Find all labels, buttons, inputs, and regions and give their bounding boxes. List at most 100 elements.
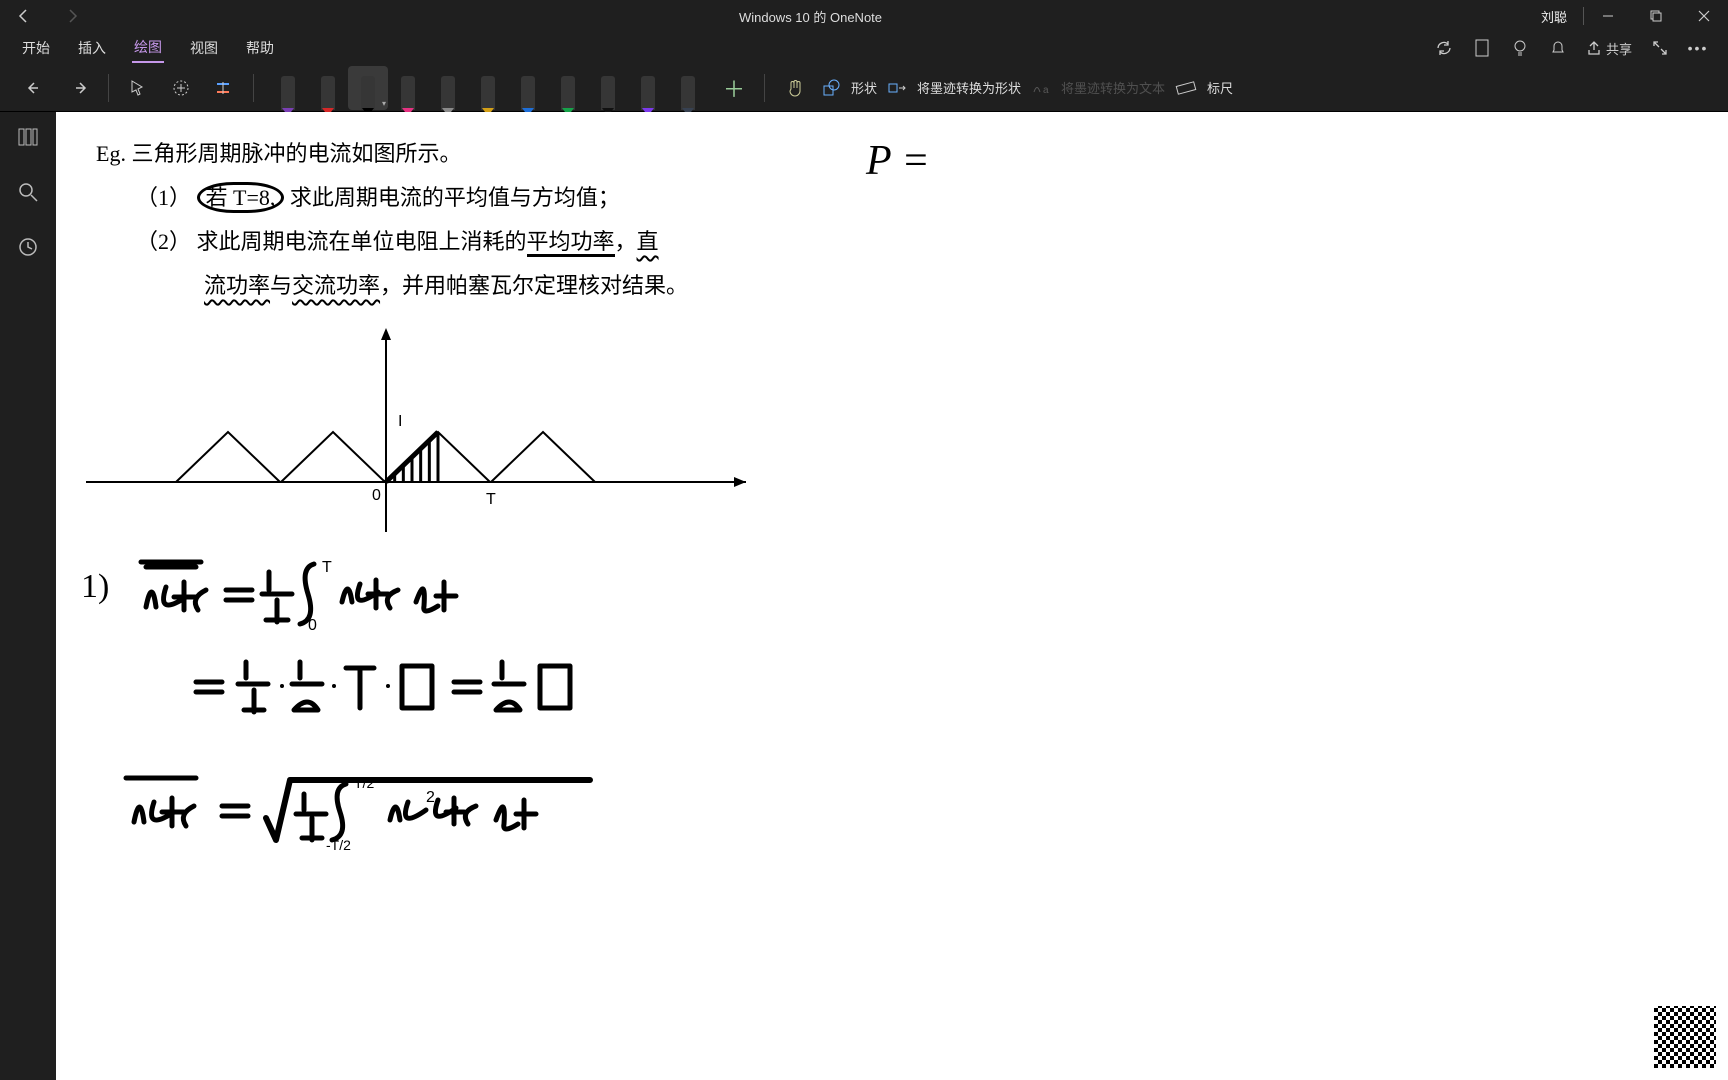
user-name[interactable]: 刘聪 (1525, 7, 1583, 26)
touch-draw-button[interactable] (779, 72, 811, 104)
pen-7[interactable] (548, 66, 588, 110)
svg-text:0: 0 (308, 617, 317, 634)
svg-text:1): 1) (81, 568, 109, 605)
toolbar-sep-2 (253, 74, 254, 102)
bell-icon[interactable] (1548, 38, 1568, 58)
arrow-left-icon (16, 8, 32, 24)
lightbulb-icon[interactable] (1510, 38, 1530, 58)
pen-5[interactable] (468, 66, 508, 110)
note-canvas[interactable]: Eg. 三角形周期脉冲的电流如图所示。 （1） 若 T=8, 求此周期电流的平均… (56, 112, 1728, 1080)
pen-10[interactable] (668, 66, 708, 110)
close-button[interactable] (1680, 0, 1728, 32)
close-icon (1698, 10, 1710, 22)
notebooks-icon (17, 126, 39, 148)
forward-button[interactable] (48, 0, 96, 32)
prob-l2b: ， (615, 229, 637, 254)
shapes-icon (821, 78, 841, 98)
problem-head: Eg. 三角形周期脉冲的电流如图所示。 (96, 132, 688, 176)
toolbar-sep-1 (108, 74, 109, 102)
pen-tray: ▾ (268, 66, 708, 110)
back-button[interactable] (0, 0, 48, 32)
minimize-icon (1602, 10, 1614, 22)
svg-text:0: 0 (372, 487, 381, 504)
menu-bar: 开始 插入 绘图 视图 帮助 共享 ••• (0, 32, 1728, 64)
prob-l1b: 求此周期电流的平均值与方均值； (290, 185, 620, 210)
eraser-icon (213, 78, 233, 98)
shapes-label: 形状 (851, 78, 877, 97)
shapes-button[interactable]: 形状 (821, 72, 877, 104)
prob-l2-u1: 平均功率 (527, 229, 615, 257)
svg-text:I: I (398, 413, 402, 430)
triangle-wave-diagram: 0 I T (66, 312, 786, 552)
svg-text:T: T (322, 559, 332, 576)
hand-icon (785, 77, 805, 99)
pen-1[interactable] (308, 66, 348, 110)
ruler-label: 标尺 (1207, 78, 1233, 97)
svg-text:T: T (486, 491, 496, 508)
svg-text:a: a (1043, 85, 1049, 96)
problem-text: Eg. 三角形周期脉冲的电流如图所示。 （1） 若 T=8, 求此周期电流的平均… (96, 132, 688, 308)
redo-button[interactable] (62, 72, 94, 104)
prob-l3-u2: 交流功率 (292, 273, 380, 298)
svg-text:2: 2 (426, 789, 435, 806)
prob-l3-mid: 与 (270, 273, 292, 298)
ink-to-shape-button[interactable]: 将墨迹转换为形状 (887, 72, 1021, 104)
ink-to-shape-icon (887, 78, 907, 98)
app-window: Windows 10 的 OneNote 刘聪 开始 插入 绘图 视图 帮助 共… (0, 0, 1728, 1080)
prob-l3-u1: 流功率 (204, 273, 270, 298)
search-icon (17, 181, 39, 203)
qr-code-watermark (1650, 1002, 1720, 1072)
lasso-icon (129, 78, 149, 98)
menu-draw[interactable]: 绘图 (132, 33, 164, 63)
sync-icon[interactable] (1434, 38, 1454, 58)
pen-2[interactable]: ▾ (348, 66, 388, 110)
svg-text:-T/2: -T/2 (326, 837, 351, 853)
share-label: 共享 (1606, 39, 1632, 58)
p-equals-ink: P = (866, 137, 930, 185)
undo-button[interactable] (20, 72, 52, 104)
share-icon (1586, 40, 1602, 56)
recent-button[interactable] (17, 236, 39, 263)
ruler-icon (1175, 78, 1197, 98)
notebooks-button[interactable] (17, 126, 39, 153)
minimize-button[interactable] (1584, 0, 1632, 32)
menu-home[interactable]: 开始 (20, 34, 52, 62)
equations-ink: 1) T 0 (66, 542, 706, 862)
menu-insert[interactable]: 插入 (76, 34, 108, 62)
svg-text:T/2: T/2 (354, 775, 374, 791)
search-button[interactable] (17, 181, 39, 208)
toolbar-sep-3 (764, 74, 765, 102)
ink-to-text-label: 将墨迹转换为文本 (1061, 78, 1165, 97)
ink-to-shape-label: 将墨迹转换为形状 (917, 78, 1021, 97)
prob-l3-tail: ，并用帕塞瓦尔定理核对结果。 (380, 273, 688, 298)
eraser-button[interactable] (207, 72, 239, 104)
lasso-select-button[interactable] (123, 72, 155, 104)
add-pen-button[interactable]: ＋ (718, 72, 750, 104)
prob-l1-circled: 若 T=8, (197, 182, 285, 213)
left-rail (0, 112, 56, 1080)
ruler-button[interactable]: 标尺 (1175, 72, 1233, 104)
maximize-icon (1650, 10, 1662, 22)
ink-to-text-icon: a (1031, 78, 1051, 98)
fullscreen-icon[interactable] (1650, 38, 1670, 58)
prob-l2-u2: 直 (637, 229, 659, 254)
insert-space-button[interactable] (165, 72, 197, 104)
pen-9[interactable] (628, 66, 668, 110)
share-button[interactable]: 共享 (1586, 39, 1632, 58)
pen-3[interactable] (388, 66, 428, 110)
page-icon[interactable] (1472, 38, 1492, 58)
prob-l1a: （1） (136, 185, 191, 210)
undo-icon (26, 78, 46, 98)
prob-l2a: （2） 求此周期电流在单位电阻上消耗的 (136, 229, 527, 254)
insert-space-icon (171, 78, 191, 98)
clock-icon (17, 236, 39, 258)
pen-4[interactable] (428, 66, 468, 110)
more-icon[interactable]: ••• (1688, 38, 1708, 58)
maximize-button[interactable] (1632, 0, 1680, 32)
pen-6[interactable] (508, 66, 548, 110)
pen-0[interactable] (268, 66, 308, 110)
menu-right-cluster: 共享 ••• (1434, 38, 1728, 58)
pen-8[interactable] (588, 66, 628, 110)
menu-help[interactable]: 帮助 (244, 34, 276, 62)
menu-view[interactable]: 视图 (188, 34, 220, 62)
